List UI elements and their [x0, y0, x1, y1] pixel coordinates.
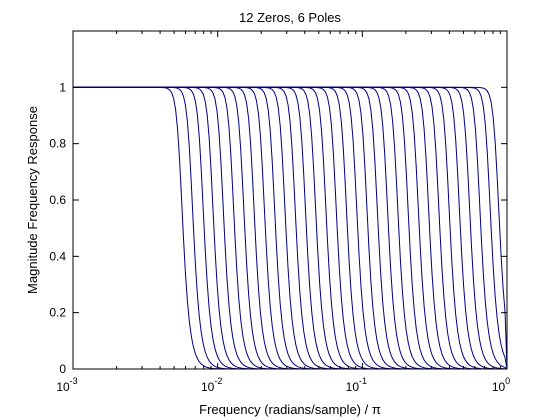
y-tick-label: 0.2	[49, 306, 66, 320]
x-tick-label-exponent: -2	[214, 376, 222, 386]
x-tick-label: 10-3	[56, 376, 77, 394]
y-tick-label: 0.4	[49, 249, 66, 263]
x-tick-label: 10-1	[346, 376, 367, 394]
x-tick-labels: 10-3 10-2 10-1 100	[56, 376, 510, 394]
x-axis-label-symbol: π	[372, 402, 381, 417]
y-tick-label: 1	[59, 80, 66, 94]
x-tick-label: 100	[492, 376, 510, 394]
x-tick-label-base: 10	[201, 380, 215, 394]
plot-area	[73, 31, 507, 369]
x-axis-label: Frequency (radians/sample) / π	[199, 402, 381, 417]
x-axis-label-text: Frequency (radians/sample) /	[199, 402, 372, 417]
series-line-32	[73, 86, 508, 370]
chart-title: 12 Zeros, 6 Poles	[239, 10, 341, 25]
y-tick-label: 0	[59, 362, 66, 376]
y-tick-labels: 0 0.2 0.4 0.6 0.8 1	[49, 80, 66, 376]
x-tick-label-exponent: 0	[505, 376, 510, 386]
ticks-layer	[72, 31, 508, 370]
x-tick-label-base: 10	[346, 380, 360, 394]
x-tick-label-exponent: -1	[359, 376, 367, 386]
y-tick-label: 0.8	[49, 137, 66, 151]
x-tick-label: 10-2	[201, 376, 222, 394]
x-tick-label-base: 10	[492, 380, 506, 394]
y-axis-label: Magnitude Frequency Response	[25, 106, 40, 294]
y-tick-label: 0.6	[49, 193, 66, 207]
x-tick-label-exponent: -3	[70, 376, 78, 386]
x-tick-label-base: 10	[56, 380, 70, 394]
